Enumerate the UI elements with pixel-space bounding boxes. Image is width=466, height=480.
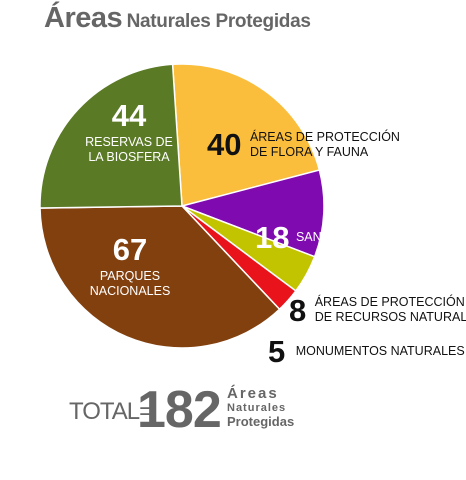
label-recursos-value: 8 xyxy=(289,293,307,328)
label-monumentos-value: 5 xyxy=(268,334,286,369)
label-reservas-value: 44 xyxy=(111,98,147,133)
label-reservas-l2: LA BIOSFERA xyxy=(88,150,170,164)
chart-title: Áreas Naturales Protegidas xyxy=(44,2,311,35)
total-label: TOTAL= xyxy=(69,398,153,425)
pie-slice-1 xyxy=(179,169,325,258)
total-caption: Áreas Naturales Protegidas xyxy=(227,385,295,429)
title-sub: Naturales Protegidas xyxy=(126,11,311,32)
total-word-3: Protegidas xyxy=(227,414,295,429)
label-reservas-l1: RESERVAS DE xyxy=(85,135,173,149)
label-monumentos: 5 MONUMENTOS NATURALES xyxy=(268,336,465,367)
pie-slice-5 xyxy=(39,63,183,209)
total-word-2: Naturales xyxy=(227,402,287,414)
label-parques-value: 67 xyxy=(112,232,148,267)
label-santuarios-text: SANTUARIOS xyxy=(295,230,378,244)
total-word-1: Áreas xyxy=(227,385,279,402)
label-santuarios: 18 SANTUARIOS xyxy=(255,222,377,253)
title-main: Áreas xyxy=(44,2,123,34)
total-value: 182 xyxy=(137,381,222,439)
label-parques: 67 PARQUES NACIONALES xyxy=(86,234,174,299)
label-santuarios-value: 18 xyxy=(255,220,290,255)
label-parques-l1: PARQUES xyxy=(99,269,161,283)
label-recursos-text: ÁREAS DE PROTECCIÓN DE RECURSOS NATURALE… xyxy=(314,295,466,324)
label-monumentos-text: MONUMENTOS NATURALES xyxy=(295,344,465,358)
pie-slice-4 xyxy=(39,205,281,349)
label-flora-fauna-text: ÁREAS DE PROTECCIÓN DE FLORA Y FAUNA xyxy=(249,130,400,159)
label-flora-fauna-value: 40 xyxy=(207,127,242,162)
label-reservas: 44 RESERVAS DE LA BIOSFERA xyxy=(84,100,174,165)
label-flora-fauna: 40 ÁREAS DE PROTECCIÓN DE FLORA Y FAUNA xyxy=(207,129,400,160)
pie-slice-0 xyxy=(171,63,321,207)
label-recursos: 8 ÁREAS DE PROTECCIÓN DE RECURSOS NATURA… xyxy=(289,295,466,326)
label-parques-l2: NACIONALES xyxy=(89,284,171,298)
